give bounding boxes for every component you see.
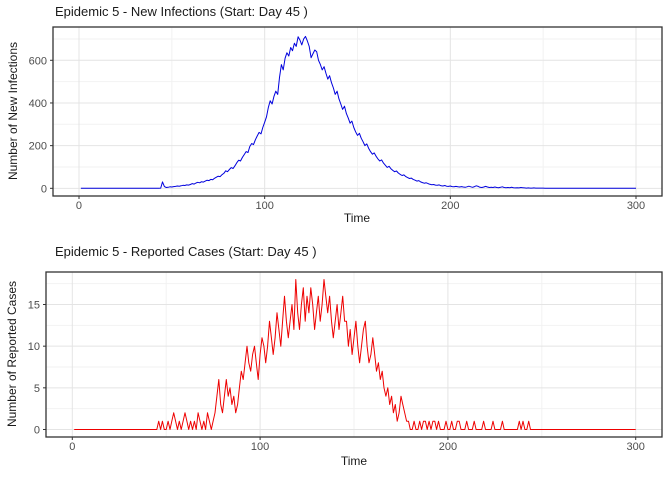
x-tick-label: 300 <box>627 441 645 453</box>
x-tick-label: 100 <box>255 200 273 212</box>
y-tick-label: 10 <box>28 341 40 353</box>
x-tick-label: 0 <box>76 200 82 212</box>
series-line-new-infections <box>80 35 636 189</box>
x-tick-label: 200 <box>441 200 459 212</box>
x-tick-label: 0 <box>69 441 75 453</box>
y-tick-label: 5 <box>34 383 40 395</box>
chart-reported-cases: Epidemic 5 - Reported Cases (Start: Day … <box>0 240 672 480</box>
chart-title-reported-cases: Epidemic 5 - Reported Cases (Start: Day … <box>55 244 317 259</box>
panel-border <box>45 271 663 438</box>
chart-title-new-infections: Epidemic 5 - New Infections (Start: Day … <box>55 4 308 19</box>
plot-area-new-infections: 0 100 200 300 0 200 400 600 <box>29 26 663 212</box>
y-tick-label: 200 <box>29 141 47 153</box>
x-axis-label-reported-cases: Time <box>340 454 368 468</box>
x-tick-label: 300 <box>627 200 645 212</box>
plot-area-reported-cases: 0 100 200 300 0 5 10 15 <box>28 271 663 453</box>
x-tick-label: 200 <box>439 441 457 453</box>
chart-new-infections: Epidemic 5 - New Infections (Start: Day … <box>6 4 663 225</box>
y-tick-label: 600 <box>29 55 47 67</box>
x-tick-label: 100 <box>251 441 269 453</box>
y-tick-label: 15 <box>28 300 40 312</box>
panel-border <box>52 26 663 197</box>
series-line-reported-cases <box>74 279 636 430</box>
y-tick-label: 0 <box>41 183 47 195</box>
y-tick-label: 400 <box>29 98 47 110</box>
x-axis-label-new-infections: Time <box>343 211 371 225</box>
y-tick-label: 0 <box>34 425 40 437</box>
